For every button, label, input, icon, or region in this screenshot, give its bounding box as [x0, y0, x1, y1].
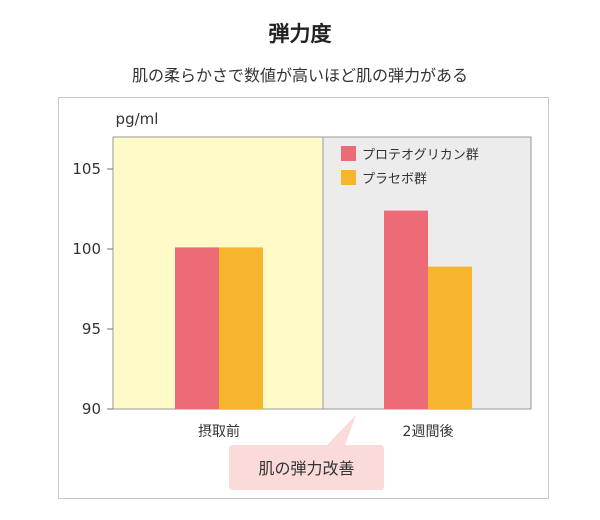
legend-label-1: プラセボ群	[362, 172, 427, 187]
callout-bubble	[229, 415, 384, 490]
bar-placebo-1	[428, 266, 472, 409]
legend-swatch-1	[341, 170, 356, 185]
legend-swatch-0	[341, 146, 356, 161]
x-axis-labels: 摂取前 2週間後	[198, 423, 453, 440]
bar-protein-1	[384, 210, 428, 409]
y-tick-label-90: 90	[82, 400, 101, 418]
y-axis-unit-label: pg/ml	[116, 110, 159, 128]
y-tick-label-100: 100	[72, 240, 101, 258]
legend-label-0: プロテオグリカン群	[362, 148, 479, 163]
y-tick-label-105: 105	[72, 160, 101, 178]
y-axis: 90 95 100 105	[72, 160, 113, 418]
chart-frame	[58, 97, 549, 499]
bars	[175, 210, 472, 409]
category-label-1: 2週間後	[403, 424, 454, 440]
bar-protein-0	[175, 247, 219, 409]
chart-title: 弾力度	[268, 22, 332, 46]
category-label-0: 摂取前	[198, 423, 240, 440]
chart-subtitle: 肌の柔らかさで数値が高いほど肌の弾力がある	[131, 66, 468, 85]
callout-text: 肌の弾力改善	[258, 459, 354, 478]
y-tick-label-95: 95	[82, 320, 101, 338]
bar-placebo-0	[219, 247, 263, 409]
